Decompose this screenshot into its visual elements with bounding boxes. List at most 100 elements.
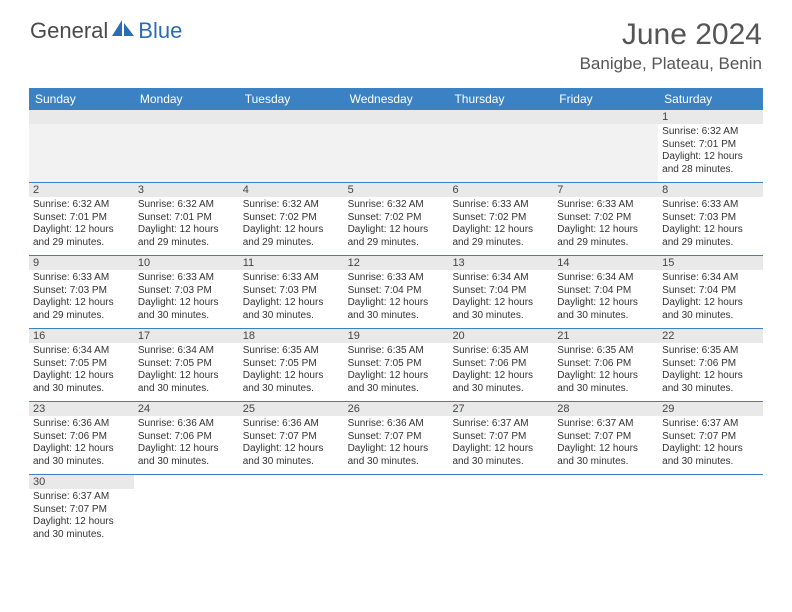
day-cell	[134, 489, 239, 547]
day-cell: Sunrise: 6:32 AMSunset: 7:01 PMDaylight:…	[658, 124, 763, 182]
day-number: 16	[29, 329, 134, 343]
day-number: 27	[448, 402, 553, 416]
day-cell: Sunrise: 6:36 AMSunset: 7:06 PMDaylight:…	[134, 416, 239, 474]
weekday-header: Tuesday	[239, 88, 344, 110]
day-cell: Sunrise: 6:32 AMSunset: 7:02 PMDaylight:…	[344, 197, 449, 255]
day-number: 10	[134, 256, 239, 270]
day-number: 20	[448, 329, 553, 343]
day-cell: Sunrise: 6:33 AMSunset: 7:03 PMDaylight:…	[134, 270, 239, 328]
day-cell: Sunrise: 6:33 AMSunset: 7:03 PMDaylight:…	[239, 270, 344, 328]
day-number	[448, 110, 553, 124]
logo-text-general: General	[30, 18, 108, 44]
day-cell: Sunrise: 6:34 AMSunset: 7:05 PMDaylight:…	[134, 343, 239, 401]
week-block: 23242526272829Sunrise: 6:36 AMSunset: 7:…	[29, 402, 763, 475]
day-content-row: Sunrise: 6:32 AMSunset: 7:01 PMDaylight:…	[29, 124, 763, 182]
day-number-row: 16171819202122	[29, 329, 763, 343]
day-cell	[448, 489, 553, 547]
day-number: 30	[29, 475, 134, 489]
day-number: 18	[239, 329, 344, 343]
day-number: 23	[29, 402, 134, 416]
day-number	[553, 475, 658, 489]
day-number: 9	[29, 256, 134, 270]
location-subtitle: Banigbe, Plateau, Benin	[580, 54, 762, 74]
day-number	[553, 110, 658, 124]
day-cell	[29, 124, 134, 182]
day-cell: Sunrise: 6:34 AMSunset: 7:05 PMDaylight:…	[29, 343, 134, 401]
day-cell	[553, 489, 658, 547]
day-number: 19	[344, 329, 449, 343]
calendar: Sunday Monday Tuesday Wednesday Thursday…	[29, 88, 763, 547]
week-block: 30Sunrise: 6:37 AMSunset: 7:07 PMDayligh…	[29, 475, 763, 547]
day-cell: Sunrise: 6:36 AMSunset: 7:07 PMDaylight:…	[344, 416, 449, 474]
day-number	[344, 110, 449, 124]
day-number	[239, 475, 344, 489]
day-number-row: 9101112131415	[29, 256, 763, 270]
day-number: 12	[344, 256, 449, 270]
day-cell	[134, 124, 239, 182]
page-header: General Blue June 2024 Banigbe, Plateau, …	[0, 0, 792, 80]
day-cell: Sunrise: 6:34 AMSunset: 7:04 PMDaylight:…	[448, 270, 553, 328]
day-cell: Sunrise: 6:35 AMSunset: 7:05 PMDaylight:…	[344, 343, 449, 401]
day-number: 24	[134, 402, 239, 416]
title-block: June 2024 Banigbe, Plateau, Benin	[580, 18, 762, 74]
day-number	[134, 110, 239, 124]
day-cell: Sunrise: 6:37 AMSunset: 7:07 PMDaylight:…	[29, 489, 134, 547]
day-cell	[239, 489, 344, 547]
day-number: 25	[239, 402, 344, 416]
day-cell: Sunrise: 6:34 AMSunset: 7:04 PMDaylight:…	[658, 270, 763, 328]
day-number: 13	[448, 256, 553, 270]
month-title: June 2024	[580, 18, 762, 52]
logo-text-blue: Blue	[138, 18, 182, 44]
day-cell: Sunrise: 6:33 AMSunset: 7:03 PMDaylight:…	[29, 270, 134, 328]
day-number: 7	[553, 183, 658, 197]
week-block: 1 Sunrise: 6:32 AMSunset: 7:01 PMDayligh…	[29, 110, 763, 183]
day-number-row: 23242526272829	[29, 402, 763, 416]
day-cell	[344, 489, 449, 547]
day-number: 5	[344, 183, 449, 197]
day-cell: Sunrise: 6:33 AMSunset: 7:04 PMDaylight:…	[344, 270, 449, 328]
day-cell: Sunrise: 6:33 AMSunset: 7:02 PMDaylight:…	[553, 197, 658, 255]
day-cell: Sunrise: 6:32 AMSunset: 7:01 PMDaylight:…	[29, 197, 134, 255]
day-number: 14	[553, 256, 658, 270]
day-number: 6	[448, 183, 553, 197]
day-cell	[239, 124, 344, 182]
day-cell: Sunrise: 6:35 AMSunset: 7:05 PMDaylight:…	[239, 343, 344, 401]
week-block: 9101112131415Sunrise: 6:33 AMSunset: 7:0…	[29, 256, 763, 329]
day-cell: Sunrise: 6:37 AMSunset: 7:07 PMDaylight:…	[658, 416, 763, 474]
weekday-header: Monday	[134, 88, 239, 110]
day-cell: Sunrise: 6:33 AMSunset: 7:02 PMDaylight:…	[448, 197, 553, 255]
day-content-row: Sunrise: 6:36 AMSunset: 7:06 PMDaylight:…	[29, 416, 763, 474]
day-number: 22	[658, 329, 763, 343]
day-cell: Sunrise: 6:34 AMSunset: 7:04 PMDaylight:…	[553, 270, 658, 328]
day-content-row: Sunrise: 6:32 AMSunset: 7:01 PMDaylight:…	[29, 197, 763, 255]
day-cell: Sunrise: 6:33 AMSunset: 7:03 PMDaylight:…	[658, 197, 763, 255]
logo-sail-icon	[112, 18, 136, 44]
day-cell: Sunrise: 6:36 AMSunset: 7:07 PMDaylight:…	[239, 416, 344, 474]
day-number: 1	[658, 110, 763, 124]
weekday-header: Sunday	[29, 88, 134, 110]
weekday-header: Thursday	[448, 88, 553, 110]
day-number: 8	[658, 183, 763, 197]
day-cell: Sunrise: 6:35 AMSunset: 7:06 PMDaylight:…	[448, 343, 553, 401]
day-number: 21	[553, 329, 658, 343]
day-cell	[553, 124, 658, 182]
day-cell: Sunrise: 6:32 AMSunset: 7:01 PMDaylight:…	[134, 197, 239, 255]
day-number	[239, 110, 344, 124]
day-number: 17	[134, 329, 239, 343]
day-content-row: Sunrise: 6:37 AMSunset: 7:07 PMDaylight:…	[29, 489, 763, 547]
day-number: 15	[658, 256, 763, 270]
day-cell	[344, 124, 449, 182]
day-number: 29	[658, 402, 763, 416]
weekday-header: Saturday	[658, 88, 763, 110]
day-number: 11	[239, 256, 344, 270]
day-cell	[448, 124, 553, 182]
day-number-row: 2345678	[29, 183, 763, 197]
day-content-row: Sunrise: 6:34 AMSunset: 7:05 PMDaylight:…	[29, 343, 763, 401]
day-number	[134, 475, 239, 489]
week-block: 2345678Sunrise: 6:32 AMSunset: 7:01 PMDa…	[29, 183, 763, 256]
week-block: 16171819202122Sunrise: 6:34 AMSunset: 7:…	[29, 329, 763, 402]
day-cell	[658, 489, 763, 547]
day-number: 26	[344, 402, 449, 416]
day-number: 2	[29, 183, 134, 197]
day-cell: Sunrise: 6:35 AMSunset: 7:06 PMDaylight:…	[553, 343, 658, 401]
